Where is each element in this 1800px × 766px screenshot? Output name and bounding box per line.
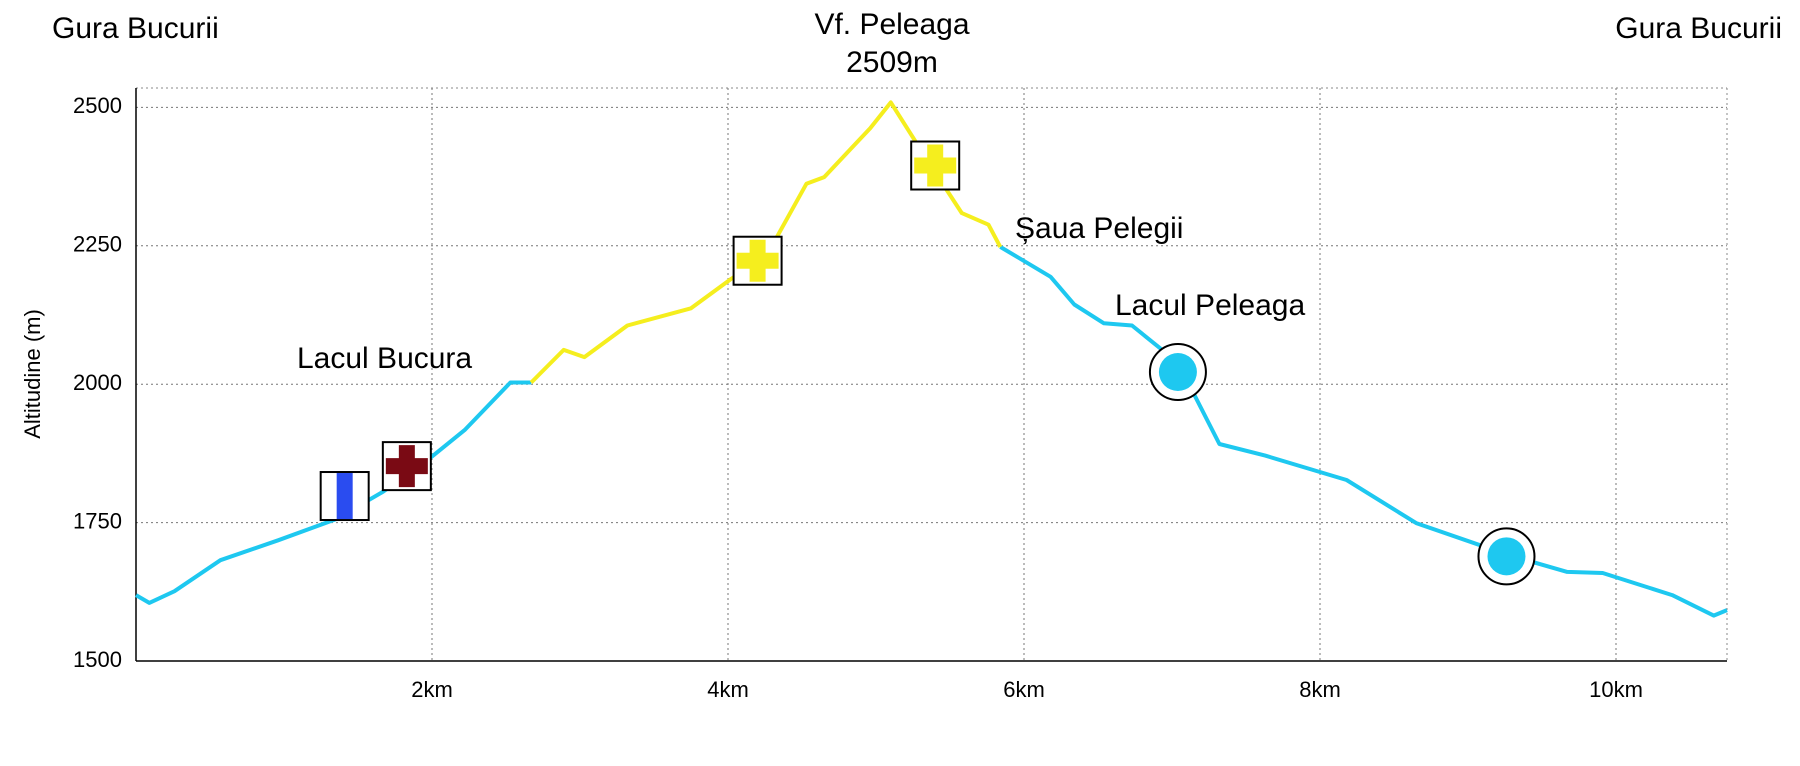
marker-dot: [1158, 353, 1197, 392]
marker-cross: [914, 157, 957, 174]
trail-marker: [381, 441, 432, 492]
x-tick-label: 8km: [1299, 677, 1341, 702]
marker-stripe: [336, 473, 353, 520]
annotation: Lacul Peleaga: [1115, 289, 1305, 322]
annotation: Șaua Pelegii: [1015, 212, 1183, 245]
y-tick-label: 1500: [73, 647, 122, 672]
x-tick-label: 10km: [1589, 677, 1643, 702]
profile-line: [999, 245, 1728, 618]
annotation: Gura Bucurii: [1615, 12, 1782, 45]
trail-marker: [1477, 527, 1536, 586]
trail-marker: [732, 235, 783, 286]
marker-cross: [736, 252, 779, 269]
annotation: Gura Bucurii: [52, 12, 219, 45]
y-axis-label: Altitudine (m): [20, 309, 45, 439]
trail-marker: [910, 140, 961, 191]
y-tick-label: 2250: [73, 232, 122, 257]
y-tick-label: 2500: [73, 93, 122, 118]
marker-dot: [1487, 537, 1526, 576]
y-tick-label: 2000: [73, 370, 122, 395]
annotation: Vf. Peleaga: [814, 8, 969, 41]
trail-marker: [319, 471, 370, 522]
x-tick-label: 4km: [707, 677, 749, 702]
x-tick-label: 6km: [1003, 677, 1045, 702]
trail-marker: [1148, 343, 1207, 402]
annotation: Lacul Bucura: [297, 342, 472, 375]
y-tick-label: 1750: [73, 508, 122, 533]
x-tick-label: 2km: [411, 677, 453, 702]
annotation: 2509m: [846, 46, 938, 79]
marker-cross: [385, 458, 428, 475]
